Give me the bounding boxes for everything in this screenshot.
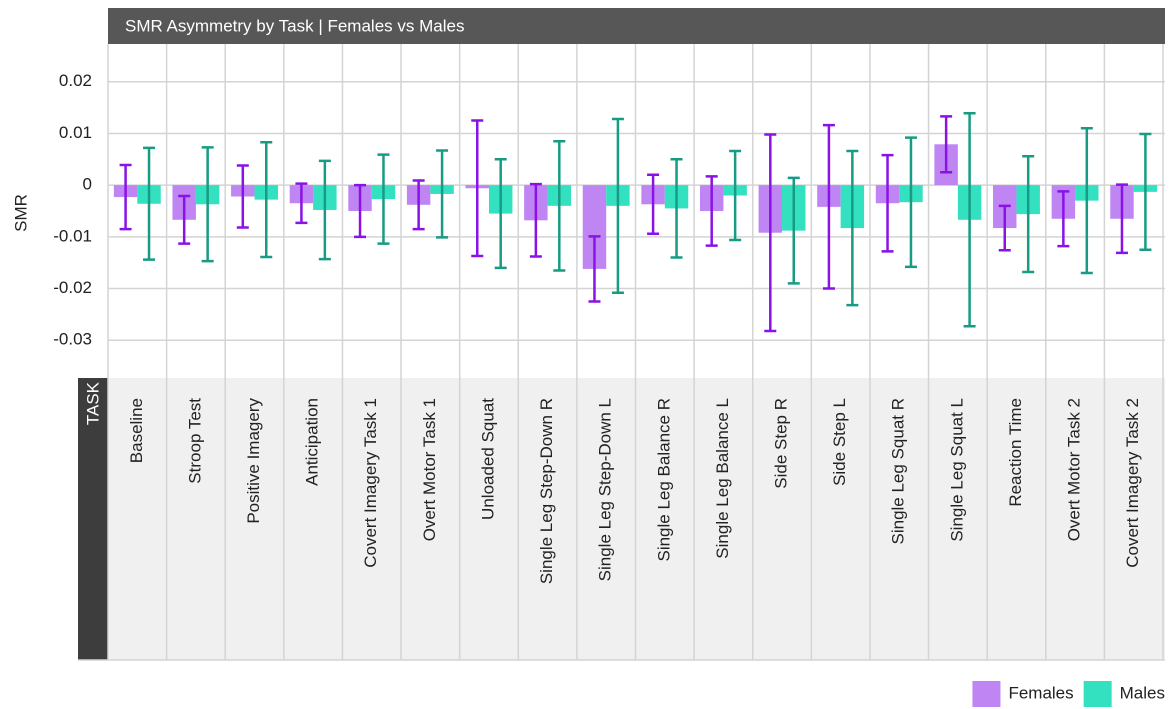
error-bar	[705, 175, 718, 247]
y-tick-label: 0.01	[59, 123, 92, 142]
legend-label: Males	[1120, 683, 1165, 702]
error-bar	[846, 149, 859, 307]
error-bar	[201, 146, 214, 263]
error-bar	[436, 149, 449, 239]
x-tick-label: Single Leg Squat R	[889, 398, 908, 545]
x-tick-label: Anticipation	[303, 398, 322, 486]
error-bar	[729, 149, 742, 242]
y-tick-label: -0.02	[53, 278, 92, 297]
y-axis-label: SMR	[11, 194, 30, 232]
x-axis-label: TASK	[83, 381, 102, 425]
y-tick-label: 0	[83, 175, 92, 194]
x-tick-label: Side Step R	[772, 398, 791, 489]
error-bar	[1022, 154, 1035, 274]
error-bar	[412, 179, 425, 231]
x-tick-label: Reaction Time	[1006, 398, 1025, 507]
legend-swatch	[972, 681, 1001, 707]
error-bar	[178, 194, 191, 245]
x-tick-label: Single Leg Balance R	[654, 398, 673, 562]
error-bar	[529, 182, 542, 258]
error-bar	[1080, 127, 1093, 275]
y-tick-label: -0.01	[53, 226, 92, 245]
task-header	[78, 378, 108, 660]
error-bar	[236, 164, 249, 229]
error-bar	[1115, 183, 1128, 255]
error-bar	[318, 159, 331, 261]
error-bar	[553, 139, 566, 272]
error-bar	[1057, 190, 1070, 248]
error-bar	[822, 123, 835, 290]
error-bar	[471, 119, 484, 258]
error-bar	[295, 182, 308, 225]
error-bar	[904, 136, 917, 269]
error-bar	[998, 204, 1011, 252]
error-bar	[787, 176, 800, 285]
title-bar	[108, 8, 1165, 44]
error-bar	[881, 153, 894, 253]
error-bar	[611, 117, 624, 294]
x-tick-label: Baseline	[127, 398, 146, 463]
error-bar	[354, 183, 367, 239]
x-tick-label: Positive Imagery	[244, 398, 263, 524]
y-tick-label: 0.02	[59, 71, 92, 90]
error-bar	[1139, 132, 1152, 252]
legend-label: Females	[1008, 683, 1073, 702]
y-tick-label: -0.03	[53, 330, 92, 349]
x-tick-label: Side Step L	[830, 398, 849, 486]
bar	[582, 185, 607, 269]
x-tick-label: Single Leg Squat L	[947, 398, 966, 542]
error-bar	[143, 146, 156, 261]
x-tick-label: Covert Imagery Task 1	[361, 398, 380, 568]
x-tick-label: Stroop Test	[185, 398, 204, 484]
error-bar	[377, 153, 390, 245]
x-tick-label: Overt Motor Task 2	[1065, 398, 1084, 541]
error-bar	[963, 112, 976, 328]
error-bar	[940, 115, 953, 174]
chart-title: SMR Asymmetry by Task | Females vs Males	[125, 16, 464, 35]
x-tick-label: Covert Imagery Task 2	[1123, 398, 1142, 568]
x-tick-label: Overt Motor Task 1	[420, 398, 439, 541]
x-tick-label: Single Leg Step-Down L	[596, 398, 615, 581]
legend-swatch	[1083, 681, 1112, 707]
error-bar	[260, 140, 273, 259]
x-tick-label: Single Leg Balance L	[713, 398, 732, 559]
x-tick-label: Unloaded Squat	[478, 398, 497, 520]
error-bar	[494, 158, 507, 270]
error-bar	[670, 158, 683, 259]
error-bar	[764, 133, 777, 333]
error-bar	[647, 173, 660, 235]
x-tick-label: Single Leg Step-Down R	[537, 398, 556, 584]
error-bar	[119, 163, 132, 231]
error-bar	[588, 235, 601, 303]
